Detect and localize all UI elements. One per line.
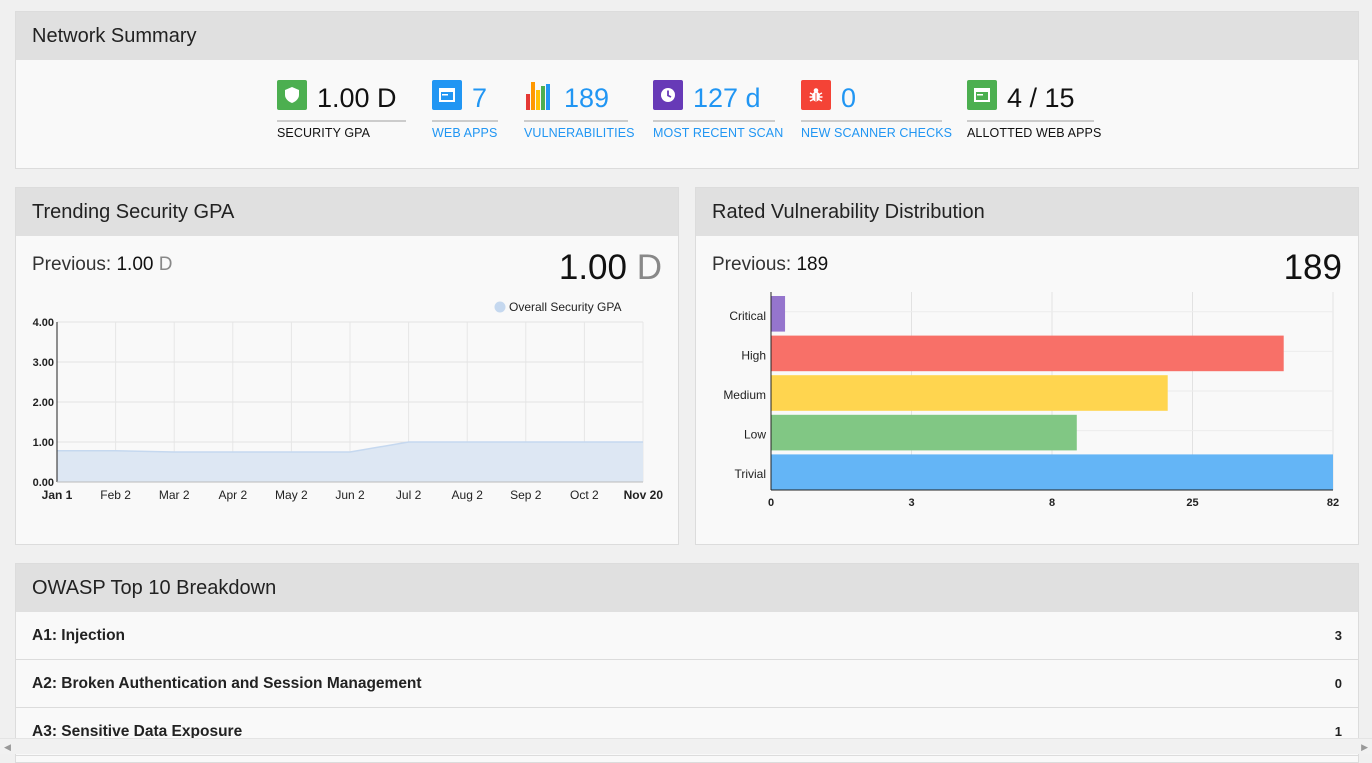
current-count: 189 xyxy=(1283,248,1342,287)
stat-web-apps[interactable]: 7 WEB APPS xyxy=(432,80,502,150)
series-line xyxy=(57,441,643,453)
panel-title: OWASP Top 10 Breakdown xyxy=(16,564,1358,612)
rated-vulnerability-distribution-panel: Rated Vulnerability Distribution Previou… xyxy=(695,187,1359,545)
trending-security-gpa-panel: Trending Security GPA Previous: 1.00 D 1… xyxy=(15,187,679,545)
bug-icon xyxy=(801,80,831,110)
network-summary-panel: Network Summary 1.00 D SECURITY GPA 7 WE… xyxy=(15,11,1359,169)
previous-value: 189 xyxy=(796,254,829,275)
owasp-row[interactable]: A1: Injection 3 xyxy=(16,612,1358,660)
x-tick-label: May 2 xyxy=(275,488,308,502)
stat-security-gpa: 1.00 D SECURITY GPA xyxy=(277,80,407,150)
current-value: 1.00 xyxy=(558,248,627,287)
owasp-row-count: 1 xyxy=(1334,724,1342,739)
stat-label[interactable]: MOST RECENT SCAN xyxy=(653,120,783,140)
panel-title: Trending Security GPA xyxy=(16,188,678,236)
panel-title: Rated Vulnerability Distribution xyxy=(696,188,1358,236)
category-label: Medium xyxy=(723,388,766,402)
bar-high xyxy=(771,335,1284,372)
stat-label[interactable]: NEW SCANNER CHECKS xyxy=(801,120,952,140)
previous-grade: D xyxy=(158,254,173,275)
stat-label: ALLOTTED WEB APPS xyxy=(967,120,1101,140)
x-tick-label: Feb 2 xyxy=(100,488,131,502)
bar-trivial xyxy=(771,454,1333,490)
x-tick-label: 82 xyxy=(1327,497,1339,509)
stat-label[interactable]: VULNERABILITIES xyxy=(524,120,634,140)
stat-value[interactable]: 189 xyxy=(564,83,610,113)
owasp-row[interactable]: A2: Broken Authentication and Session Ma… xyxy=(16,660,1358,708)
x-tick-label: Mar 2 xyxy=(159,488,190,502)
vulnerability-distribution-chart: 0 3 8 25 82 Critical High Medium Low Trivial xyxy=(723,292,1339,509)
stat-vulnerabilities[interactable]: 189 VULNERABILITIES xyxy=(524,80,634,150)
stat-label: SECURITY GPA xyxy=(277,120,406,140)
x-tick-label: 0 xyxy=(768,497,774,509)
category-label: High xyxy=(741,348,766,362)
clock-icon xyxy=(653,80,683,110)
x-tick-label: 25 xyxy=(1186,497,1198,509)
gpa-trend-chart: Overall Security GPA 0.00 1.00 2.00 3.00 4.00… xyxy=(33,300,664,502)
browser-window-icon xyxy=(967,80,997,110)
scroll-right-icon[interactable]: ▶ xyxy=(1361,742,1368,752)
x-tick-label: Aug 2 xyxy=(452,488,484,502)
x-tick-label: Jan 1 xyxy=(42,488,73,502)
owasp-top10-panel: OWASP Top 10 Breakdown A1: Injection 3 A… xyxy=(15,563,1359,763)
y-tick-label: 0.00 xyxy=(33,477,54,489)
bar-medium xyxy=(771,375,1168,411)
current-grade: D xyxy=(636,248,662,287)
summary-stats: 1.00 D SECURITY GPA 7 WEB APPS 189 VULNE… xyxy=(16,80,1358,150)
previous-label: Previous: xyxy=(32,254,112,275)
x-tick-label: Oct 2 xyxy=(570,488,599,502)
x-tick-label: Jul 2 xyxy=(396,488,422,502)
legend-marker xyxy=(494,301,506,313)
previous-value: 1.00 xyxy=(116,254,154,275)
y-tick-label: 1.00 xyxy=(33,437,54,449)
stat-value: 4 / 15 xyxy=(1007,83,1075,113)
horizontal-scrollbar[interactable]: ◀ ▶ xyxy=(0,738,1372,754)
stat-allotted-web-apps: 4 / 15 ALLOTTED WEB APPS xyxy=(967,80,1101,150)
current-gpa: 1.00 D xyxy=(559,248,662,288)
stat-most-recent-scan[interactable]: 127 d MOST RECENT SCAN xyxy=(653,80,783,150)
bar-low xyxy=(771,414,1077,451)
stat-value[interactable]: 7 xyxy=(472,83,488,113)
y-tick-label: 2.00 xyxy=(33,397,54,409)
browser-window-icon xyxy=(432,80,462,110)
shield-icon xyxy=(277,80,307,110)
previous-count: Previous: 189 xyxy=(712,254,828,276)
category-label: Low xyxy=(744,428,766,442)
stat-value[interactable]: 127 d xyxy=(693,83,761,113)
x-tick-label: Sep 2 xyxy=(510,488,542,502)
category-label: Trivial xyxy=(734,467,766,481)
owasp-row-count: 0 xyxy=(1334,676,1342,691)
y-tick-label: 4.00 xyxy=(33,317,54,329)
x-tick-label: 3 xyxy=(908,497,914,509)
previous-gpa: Previous: 1.00 D xyxy=(32,254,172,276)
scroll-left-icon[interactable]: ◀ xyxy=(4,742,11,752)
stat-label[interactable]: WEB APPS xyxy=(432,120,498,140)
category-label: Critical xyxy=(729,309,766,323)
stat-value[interactable]: 0 xyxy=(841,83,857,113)
x-tick-label: Jun 2 xyxy=(335,488,365,502)
owasp-row-label[interactable]: A1: Injection xyxy=(32,627,126,644)
bar-critical xyxy=(771,296,786,332)
panel-title: Network Summary xyxy=(16,12,1358,60)
previous-label: Previous: xyxy=(712,254,792,275)
owasp-row-label[interactable]: A3: Sensitive Data Exposure xyxy=(32,723,243,740)
x-tick-label: Apr 2 xyxy=(218,488,247,502)
owasp-row-count: 3 xyxy=(1334,628,1342,643)
y-tick-label: 3.00 xyxy=(33,357,54,369)
bar-chart-icon xyxy=(524,80,554,110)
stat-value: 1.00 D xyxy=(317,83,397,113)
x-tick-label: Nov 20 xyxy=(624,488,664,502)
legend-label: Overall Security GPA xyxy=(509,300,621,314)
stat-new-scanner-checks[interactable]: 0 NEW SCANNER CHECKS xyxy=(801,80,952,150)
owasp-row-label[interactable]: A2: Broken Authentication and Session Ma… xyxy=(32,675,422,692)
x-tick-label: 8 xyxy=(1049,497,1055,509)
